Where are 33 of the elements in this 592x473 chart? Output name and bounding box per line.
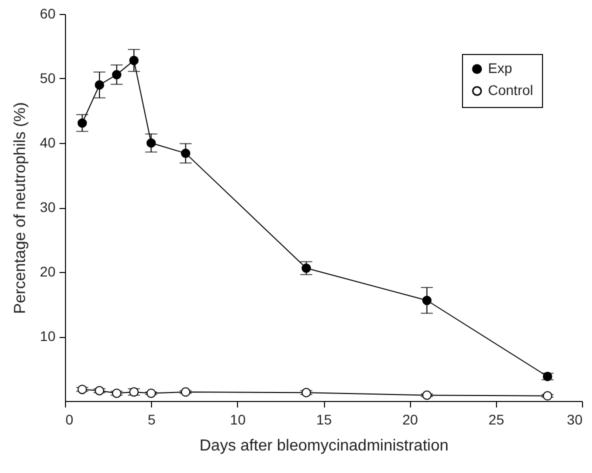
point: [94, 80, 104, 90]
x-tick-label: 10: [230, 412, 246, 428]
point: [422, 296, 432, 306]
point: [302, 263, 311, 273]
y-tick-label: 50: [40, 70, 56, 86]
x-axis-title: Days after bleomycinadministration: [200, 438, 448, 454]
x-tick-label: 5: [148, 412, 156, 428]
y-tick-label: 60: [40, 6, 56, 22]
point: [112, 388, 122, 398]
point: [180, 387, 190, 397]
point: [146, 388, 156, 398]
y-tick-label: 30: [40, 199, 56, 215]
point: [112, 70, 122, 80]
legend-label: Exp: [488, 60, 512, 76]
point: [302, 388, 311, 398]
point: [78, 384, 87, 394]
x-tick-label: 30: [566, 412, 583, 428]
point: [78, 118, 87, 128]
x-tick-label: 15: [316, 412, 332, 428]
x-tick-label: 20: [402, 412, 418, 428]
y-tick-label: 10: [40, 328, 56, 344]
y-tick-label: 40: [40, 134, 56, 150]
legend-label: Control: [488, 82, 534, 98]
point: [94, 386, 104, 396]
point: [542, 391, 552, 401]
point: [422, 390, 432, 400]
y-tick-label: 20: [40, 264, 56, 280]
x-tick-label: 0: [66, 412, 74, 428]
point: [180, 148, 190, 158]
x-tick-label: 25: [488, 412, 504, 428]
y-axis-title: Percentage of neutrophils (%): [12, 102, 29, 314]
point: [146, 138, 156, 148]
point: [129, 56, 139, 66]
